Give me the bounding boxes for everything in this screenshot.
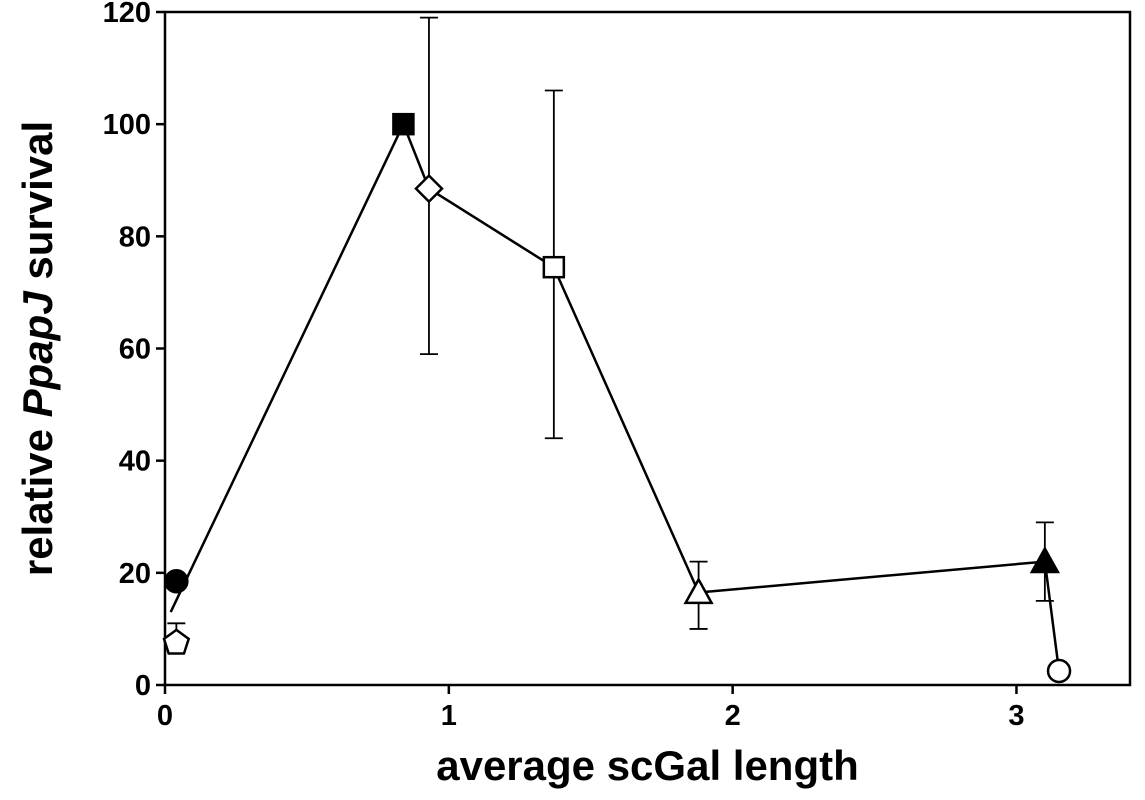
plot-frame [163,10,1132,687]
y-axis-title: relative PpapJ survival [14,121,61,576]
y-tick-label: 100 [103,109,151,141]
y-tick-label: 20 [119,558,151,590]
y-tick-label: 80 [119,221,151,253]
y-tick-label: 40 [119,446,151,478]
series-line [169,122,1061,672]
marker-square [392,112,415,136]
marker-square [542,255,566,279]
data-markers [162,112,1072,684]
y-axis-title-prefix: relative [14,417,61,576]
y-tick-label: 120 [103,0,151,29]
marker-triangle [1029,546,1060,574]
y-tick-label: 0 [135,670,151,702]
series-line-group [169,122,1061,672]
x-tick-label: 0 [157,700,173,732]
marker-circle [164,568,189,594]
x-tick-label: 3 [1008,700,1024,732]
x-axis-title: average scGal length [436,742,859,789]
marker-diamond [414,173,444,204]
marker-triangle [683,576,714,605]
y-tick-label: 60 [119,334,151,366]
marker-circle [1046,658,1072,684]
x-tick-label: 2 [725,700,741,732]
y-axis-ticks: 0 20 40 60 80 100 120 [103,0,165,702]
y-axis-title-italic: PpapJ [14,290,61,418]
x-tick-label: 1 [441,700,457,732]
y-axis-title-suffix: survival [14,121,61,291]
error-bars [167,16,1054,647]
x-axis-ticks: 0 1 2 3 [157,685,1025,732]
plot-border [163,10,1132,687]
marker-pentagon [162,628,191,655]
